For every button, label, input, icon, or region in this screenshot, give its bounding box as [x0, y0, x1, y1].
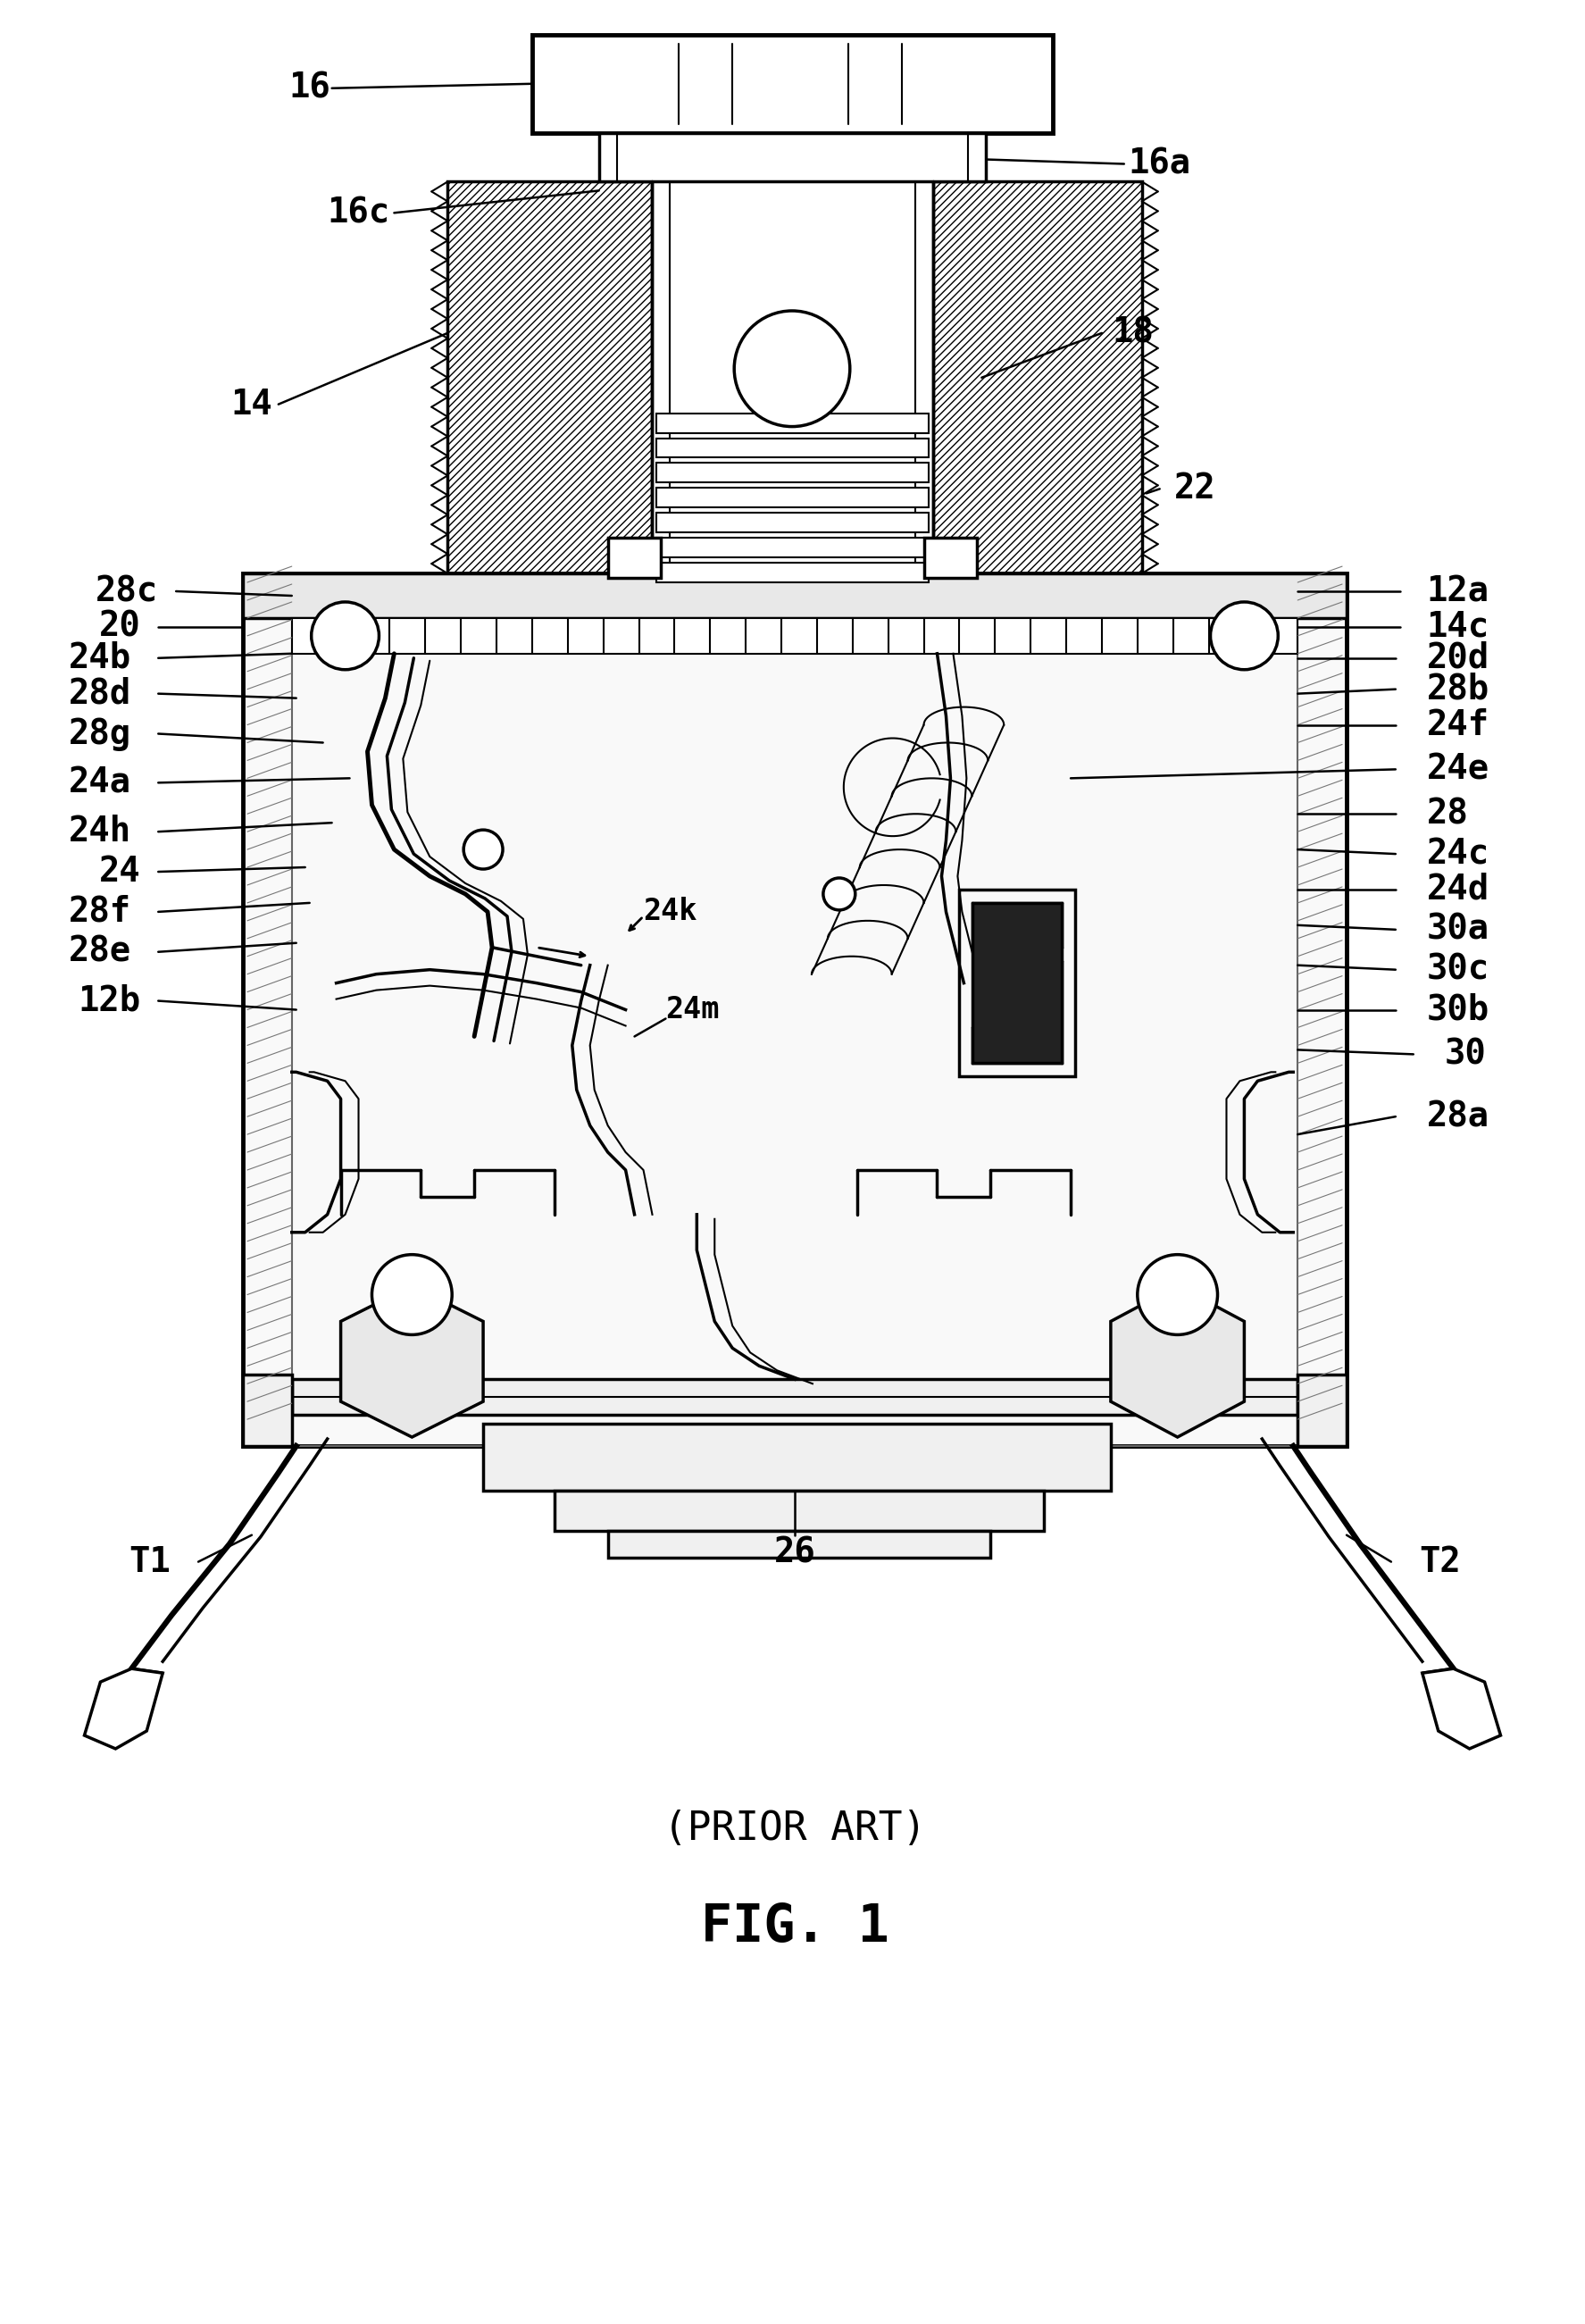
Bar — [243, 574, 1347, 618]
Text: 20: 20 — [98, 609, 141, 644]
Text: 30: 30 — [1444, 1037, 1487, 1071]
Text: 16a: 16a — [1129, 146, 1190, 181]
Circle shape — [372, 1255, 452, 1334]
Bar — [599, 132, 986, 181]
Text: 12b: 12b — [78, 983, 141, 1018]
Text: 14c: 14c — [1426, 609, 1490, 644]
Polygon shape — [84, 1669, 163, 1748]
Text: 28e: 28e — [68, 934, 132, 969]
Text: 24a: 24a — [68, 765, 132, 799]
Bar — [656, 439, 929, 458]
Bar — [483, 1425, 1111, 1490]
Circle shape — [734, 311, 850, 428]
Polygon shape — [1111, 1285, 1244, 1436]
Polygon shape — [1422, 1669, 1501, 1748]
Text: 24c: 24c — [1426, 837, 1490, 872]
Bar — [607, 537, 661, 579]
Text: 24b: 24b — [68, 641, 132, 674]
Bar — [656, 514, 929, 532]
Text: 24h: 24h — [68, 816, 132, 848]
Bar — [924, 537, 978, 579]
Circle shape — [1211, 602, 1278, 669]
Text: 22: 22 — [1174, 472, 1216, 507]
Polygon shape — [243, 1376, 292, 1446]
Text: 28c: 28c — [95, 574, 158, 609]
Bar — [656, 537, 929, 558]
Text: 20d: 20d — [1426, 641, 1490, 674]
Text: 24: 24 — [98, 855, 141, 888]
Bar — [607, 1532, 991, 1557]
Bar — [292, 574, 1298, 1446]
Bar — [656, 414, 929, 432]
Bar — [555, 1490, 1045, 1532]
Text: (PRIOR ART): (PRIOR ART) — [664, 1810, 926, 1848]
Bar — [447, 181, 653, 574]
Text: 28f: 28f — [68, 895, 132, 930]
Text: 12a: 12a — [1426, 574, 1490, 609]
Bar — [959, 890, 1075, 1076]
Text: 24d: 24d — [1426, 872, 1490, 906]
Text: 24f: 24f — [1426, 709, 1490, 741]
Bar — [932, 181, 1141, 574]
Bar — [973, 904, 1062, 1062]
Text: 16: 16 — [288, 72, 330, 105]
Text: T1: T1 — [128, 1545, 170, 1578]
Text: 28b: 28b — [1426, 672, 1490, 706]
Bar — [292, 618, 1298, 653]
Bar — [243, 574, 1347, 1446]
Polygon shape — [341, 1285, 483, 1436]
Circle shape — [1138, 1255, 1217, 1334]
Text: FIG. 1: FIG. 1 — [701, 1901, 889, 1952]
Text: 24m: 24m — [666, 995, 720, 1025]
Text: 28a: 28a — [1426, 1099, 1490, 1134]
Text: 28: 28 — [1426, 797, 1468, 832]
Text: 28d: 28d — [68, 676, 132, 711]
Text: 28g: 28g — [68, 716, 132, 751]
Circle shape — [463, 830, 502, 869]
Polygon shape — [1298, 1376, 1347, 1446]
Text: 30a: 30a — [1426, 913, 1490, 946]
Text: 16c: 16c — [327, 195, 390, 230]
Text: 14: 14 — [231, 388, 273, 421]
Text: 30c: 30c — [1426, 953, 1490, 988]
Circle shape — [823, 878, 856, 911]
Bar — [656, 562, 929, 583]
Text: T2: T2 — [1419, 1545, 1461, 1578]
Text: 24k: 24k — [644, 897, 697, 927]
Bar — [292, 1378, 1298, 1415]
Bar — [656, 488, 929, 507]
Bar — [656, 462, 929, 483]
Circle shape — [311, 602, 379, 669]
Text: 30b: 30b — [1426, 992, 1490, 1027]
Text: 24e: 24e — [1426, 753, 1490, 786]
Bar — [533, 35, 1052, 132]
Text: 26: 26 — [773, 1536, 816, 1569]
Text: 18: 18 — [1113, 316, 1154, 351]
